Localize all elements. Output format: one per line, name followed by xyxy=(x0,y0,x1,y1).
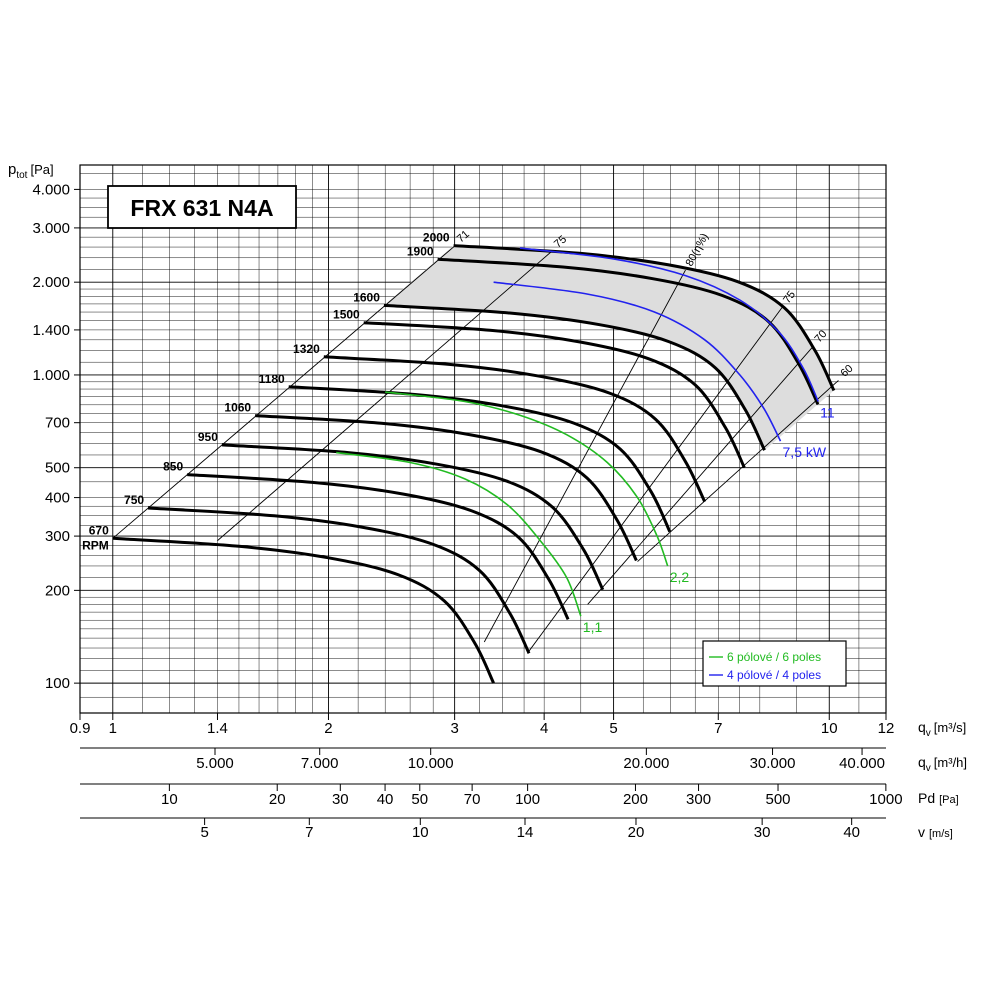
rpm-curve xyxy=(363,321,746,469)
motor-limit-label: 11 xyxy=(820,405,835,421)
y-tick-label: 400 xyxy=(45,490,70,507)
rpm-curve xyxy=(187,473,570,621)
x-tick-label: 2 xyxy=(324,720,332,737)
x-tick-label: 70 xyxy=(464,791,481,808)
y-tick-label: 1.400 xyxy=(32,322,70,339)
x-tick-label: 10 xyxy=(161,791,178,808)
rpm-label: 1320 xyxy=(293,342,320,356)
efficiency-label: 75 xyxy=(781,289,798,306)
motor-limit-label: 7,5 kW xyxy=(783,444,827,460)
x-tick-label: 7.000 xyxy=(301,755,339,772)
rpm-label: 1180 xyxy=(259,372,285,386)
y-tick-label: 300 xyxy=(45,528,70,545)
y-tick-label: 200 xyxy=(45,582,70,599)
y-tick-label: 700 xyxy=(45,415,70,432)
x-tick-label: 3 xyxy=(450,720,458,737)
rpm-label: 850 xyxy=(163,460,183,474)
x-tick-label: 40 xyxy=(377,791,394,808)
x-tick-label: 20.000 xyxy=(623,755,669,772)
y-tick-label: 3.000 xyxy=(32,220,70,237)
efficiency-line xyxy=(637,380,839,562)
y-tick-label: 1.000 xyxy=(32,367,70,384)
x-tick-label: 30.000 xyxy=(750,755,796,772)
y-tick-label: 100 xyxy=(45,675,70,692)
legend: 6 pólové / 6 poles 4 pólové / 4 poles xyxy=(702,640,847,687)
x-axis-label: qv [m³/s] xyxy=(918,719,966,739)
rpm-label: 1900 xyxy=(407,244,434,258)
x-tick-label: 5.000 xyxy=(196,755,234,772)
motor-limit-curves: 1,1 2,2 7,5 kW 11 xyxy=(336,247,835,635)
x-tick-label: 12 xyxy=(878,720,895,737)
legend-entry-6-poles: 6 pólové / 6 poles xyxy=(727,650,821,664)
x-tick-label: 200 xyxy=(623,791,648,808)
x-axes: 0.9 1 1.4 2 3 4 5 7 10 12 qv [m³/s] 5.000 7.000 10.000… xyxy=(70,713,967,841)
rpm-curve xyxy=(221,443,605,591)
rpm-curve xyxy=(383,303,766,451)
x-tick-label: 5 xyxy=(200,824,208,841)
rpm-curves: 670 750 850 950 1060 1180 1320 1500 1600 19002000… xyxy=(82,231,836,684)
x-tick-label: 20 xyxy=(269,791,286,808)
x-tick-label: 14 xyxy=(517,824,534,841)
x-tick-label: 300 xyxy=(686,791,711,808)
x-tick-label: 40.000 xyxy=(839,755,885,772)
rpm-label: 1600 xyxy=(353,290,380,304)
x-tick-label: 1.4 xyxy=(207,720,228,737)
rpm-label: 950 xyxy=(198,430,218,444)
x-tick-label: 50 xyxy=(411,791,428,808)
x-tick-label: 1 xyxy=(109,720,117,737)
rpm-curve xyxy=(112,536,495,684)
rpm-label: 2000 xyxy=(423,231,450,245)
x-tick-label: 10.000 xyxy=(408,755,454,772)
x-tick-label: 30 xyxy=(332,791,349,808)
x-tick-label: 20 xyxy=(628,824,645,841)
efficiency-line xyxy=(112,245,455,539)
motor-limit-curve xyxy=(493,281,782,442)
x-tick-label: 5 xyxy=(609,720,617,737)
efficiency-line xyxy=(483,269,686,643)
rpm-curve xyxy=(255,414,638,562)
y-tick-label: 4.000 xyxy=(32,181,70,198)
rpm-curve xyxy=(323,355,707,503)
x-tick-label: 7 xyxy=(305,824,313,841)
y-tick-label: 2.000 xyxy=(32,274,70,291)
motor-limit-label: 1,1 xyxy=(583,619,603,635)
plot-frame xyxy=(79,164,887,714)
x-axis-label: v [m/s] xyxy=(918,824,953,840)
x-tick-label: 40 xyxy=(843,824,860,841)
rpm-label: 670 xyxy=(89,523,109,537)
motor-limit-curve xyxy=(519,247,819,402)
x-tick-label: 7 xyxy=(714,720,722,737)
efficiency-line xyxy=(587,345,814,605)
x-axis-label: Pd [Pa] xyxy=(918,790,959,806)
x-tick-label: 10 xyxy=(412,824,429,841)
rpm-label: 1060 xyxy=(224,401,251,415)
x-tick-label: 100 xyxy=(515,791,540,808)
y-axis: 100 200 300 400 500 700 1.000 1.400 2.000 3.000 4.… xyxy=(32,181,80,692)
motor-limit-curve xyxy=(336,451,582,617)
chart-title: FRX 631 N4A xyxy=(130,195,273,221)
y-tick-label: 500 xyxy=(45,460,70,477)
x-tick-label: 4 xyxy=(540,720,548,737)
rpm-curve xyxy=(147,506,531,654)
efficiency-line xyxy=(527,306,783,653)
motor-limit-curve xyxy=(385,391,669,567)
rpm-unit-label: RPM xyxy=(82,538,109,552)
rpm-label: 750 xyxy=(124,493,144,507)
chart-title-box: FRX 631 N4A xyxy=(107,185,297,229)
x-tick-label: 500 xyxy=(766,791,791,808)
rpm-curve xyxy=(437,257,820,405)
motor-limit-label: 2,2 xyxy=(670,569,690,585)
y-axis-label: ptot [Pa] xyxy=(8,161,54,181)
x-tick-label: 1000 xyxy=(869,791,902,808)
legend-entry-4-poles: 4 pólové / 4 poles xyxy=(727,668,821,682)
efficiency-line xyxy=(217,250,553,541)
x-tick-label: 30 xyxy=(754,824,771,841)
rpm-label: 1500 xyxy=(333,308,360,322)
x-tick-label: 0.9 xyxy=(70,720,91,737)
x-axis-label: qv [m³/h] xyxy=(918,754,967,774)
x-tick-label: 10 xyxy=(821,720,838,737)
